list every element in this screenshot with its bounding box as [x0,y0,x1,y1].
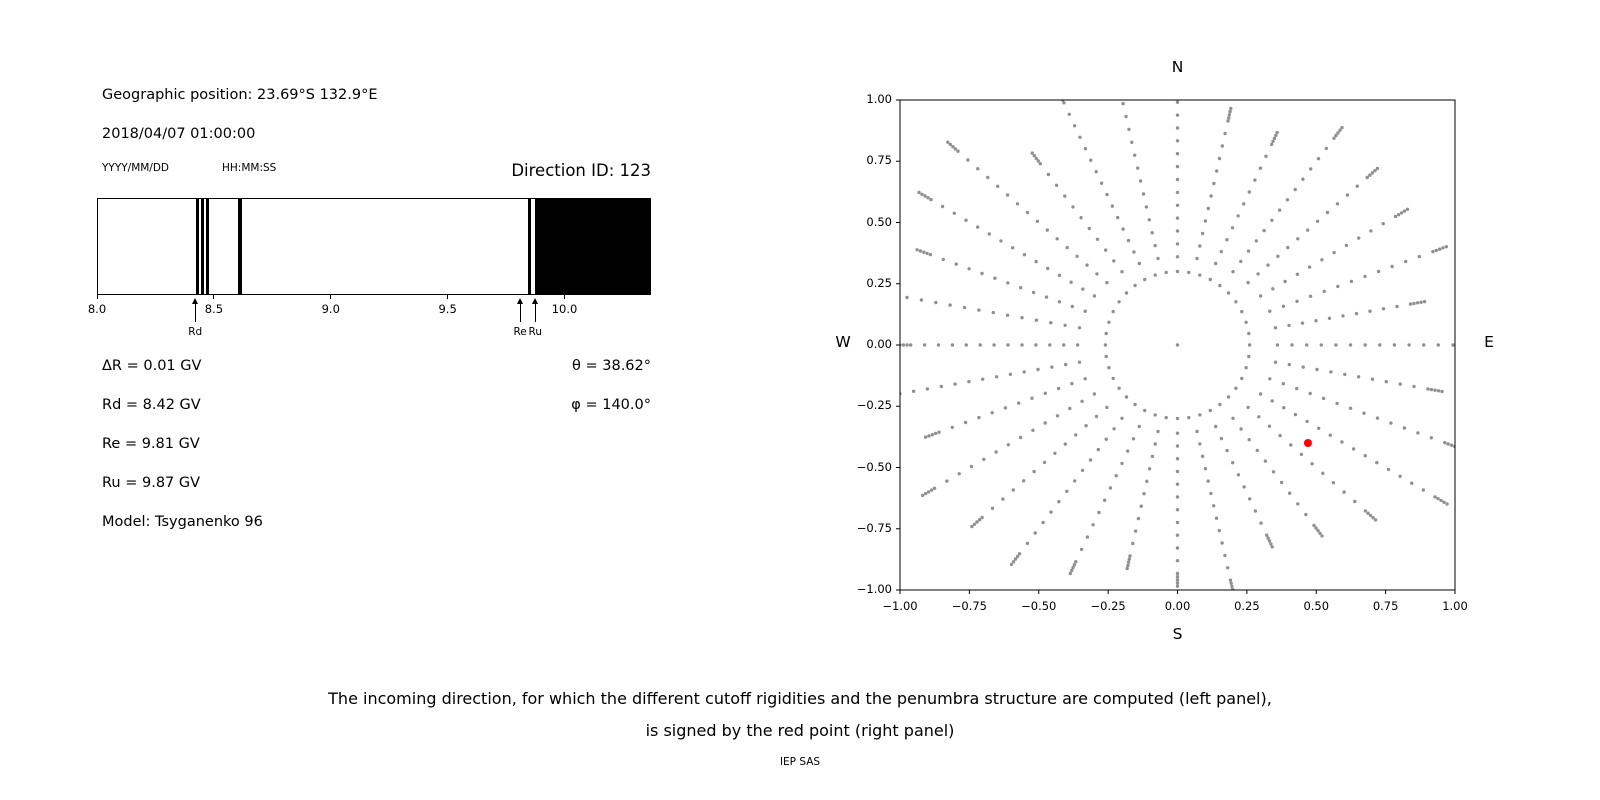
rd-value: Rd = 8.42 GV [102,397,201,413]
date-format-label: YYYY/MM/DD [102,162,170,174]
x-tick-label: 8.5 [204,302,224,316]
y-tick-label: −1.00 [856,582,892,596]
forbidden-band [206,199,210,294]
compass-south-label: S [1172,625,1183,643]
forbidden-band [237,199,243,294]
direction-scatter-chart: N S W E −1.00 −0.75 −0.50 −0.25 0.00 0.25 0.50… [830,55,1550,665]
caption-line-1: The incoming direction, for which the di… [328,689,1272,708]
y-tick-label: 0.25 [866,275,892,290]
time-format-label: HH:MM:SS [222,162,277,174]
x-tick-label: 9.5 [438,302,457,316]
up-arrow-icon [516,298,523,304]
y-tick-label: 0.00 [866,337,892,351]
credit-label: IEP SAS [779,756,821,768]
x-tick-label: 1.00 [1442,599,1468,613]
x-tick-label: 0.25 [1234,599,1260,613]
geographic-position: Geographic position: 23.69°S 132.9°E [102,87,378,103]
cutoff-arrow-label: Ru [528,326,543,338]
up-arrow-icon [531,298,538,304]
model-name: Model: Tsyganenko 96 [102,514,263,530]
y-tick-label: 0.50 [866,214,892,229]
red-incoming-direction-point [1303,439,1312,447]
forbidden-band [196,199,199,294]
up-arrow-stem [519,303,521,322]
y-tick-label: −0.75 [856,520,892,535]
x-tick-label: 0.75 [1372,599,1399,613]
penumbra-chart: 8.0 8.5 9.0 9.5 10.0 Rd Re Ru [88,198,651,358]
scatter-dots-group [900,100,1455,590]
up-arrow-stem [534,303,536,322]
penumbra-plot-area [97,198,651,295]
delta-r-value: ΔR = 0.01 GV [102,358,202,374]
forbidden-band [201,199,205,294]
y-tick-label: 1.00 [866,92,892,106]
x-tick-label: 10.0 [551,302,578,316]
theta-value: θ = 38.62° [572,358,651,374]
x-tick-label: −0.75 [951,599,987,613]
x-axis-tick [213,295,215,299]
x-axis-tick [96,295,98,299]
up-arrow-icon [191,298,198,304]
ru-value: Ru = 9.87 GV [102,475,201,491]
compass-north-label: N [1171,58,1184,76]
x-tick-label: −1.00 [882,599,918,613]
y-tick-label: −0.25 [856,398,892,413]
x-tick-label: 9.0 [321,302,340,316]
x-axis-tick [564,295,565,299]
y-tick-label: −0.50 [856,459,892,474]
forbidden-band [527,199,532,294]
direction-scatter-svg [896,99,1456,594]
compass-west-label: W [835,333,851,351]
x-tick-label: −0.50 [1021,599,1057,613]
forbidden-band [534,199,650,294]
re-value: Re = 9.81 GV [102,436,200,452]
cutoff-arrow-label: Rd [188,326,203,338]
y-tick-label: 0.75 [866,153,892,168]
x-axis-tick [330,295,332,299]
direction-id: Direction ID: 123 [511,161,651,180]
x-tick-label: 0.50 [1303,599,1330,613]
x-tick-label: 8.0 [87,302,107,316]
phi-value: φ = 140.0° [571,397,651,413]
cutoff-arrow-label: Re [513,326,527,338]
x-tick-label: 0.00 [1164,599,1191,613]
x-axis-tick [447,295,449,299]
compass-east-label: E [1484,333,1494,351]
observation-datetime: 2018/04/07 01:00:00 [102,126,256,142]
x-tick-label: −0.25 [1090,599,1126,613]
up-arrow-stem [194,303,196,322]
caption-line-2: is signed by the red point (right panel) [645,721,955,740]
